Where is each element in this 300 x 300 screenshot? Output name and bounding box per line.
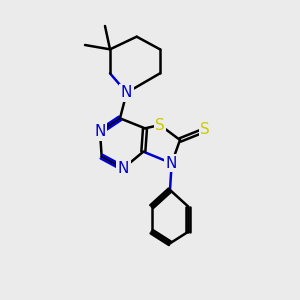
Text: N: N (118, 161, 129, 176)
Text: N: N (121, 85, 132, 100)
Text: N: N (94, 124, 106, 139)
Text: N: N (166, 156, 177, 171)
Text: S: S (200, 122, 210, 137)
Text: S: S (155, 118, 165, 133)
